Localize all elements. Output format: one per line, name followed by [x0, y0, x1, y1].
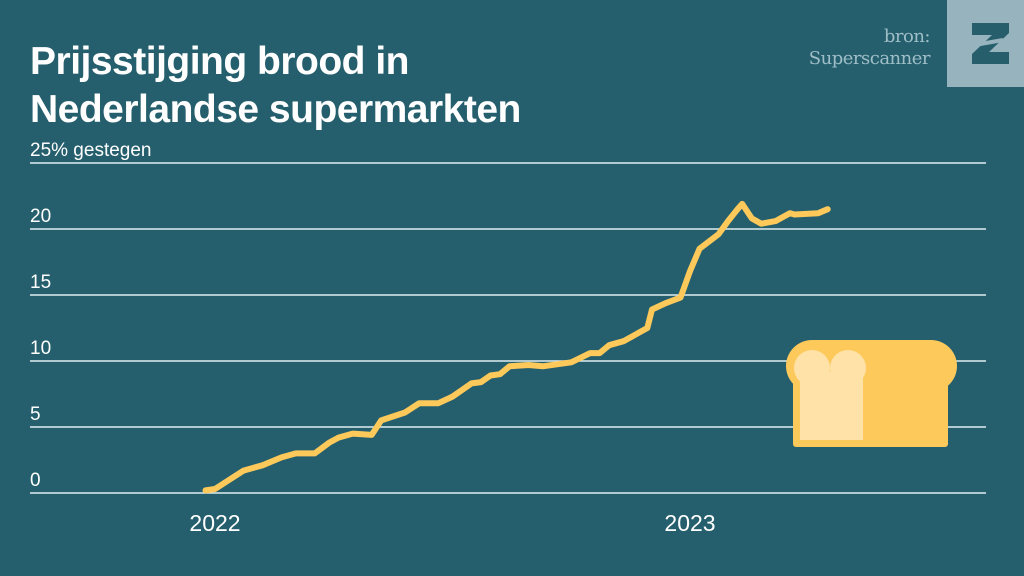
x-tick-label: 2022 — [189, 510, 240, 536]
brand-logo — [947, 0, 1024, 87]
series-line-brood — [202, 200, 831, 494]
x-tick-label: 2023 — [664, 510, 715, 536]
y-tick-label: 10 — [30, 338, 51, 359]
z-logo-icon — [968, 23, 1009, 64]
y-tick-label: 25% gestegen — [30, 140, 152, 161]
y-tick-label: 15 — [30, 272, 51, 293]
source-name: Superscanner — [808, 48, 931, 69]
source-credit: bron: Superscanner — [808, 26, 931, 70]
chart-title: Prijsstijging brood in Nederlandse super… — [30, 38, 521, 134]
bread-icon — [786, 340, 957, 447]
source-label: bron: — [883, 26, 931, 47]
title-line-2: Nederlandse supermarkten — [30, 88, 521, 131]
title-line-1: Prijsstijging brood in — [30, 40, 409, 83]
y-tick-label: 5 — [30, 404, 41, 425]
y-tick-label: 20 — [30, 206, 51, 227]
y-tick-label: 0 — [30, 470, 41, 491]
